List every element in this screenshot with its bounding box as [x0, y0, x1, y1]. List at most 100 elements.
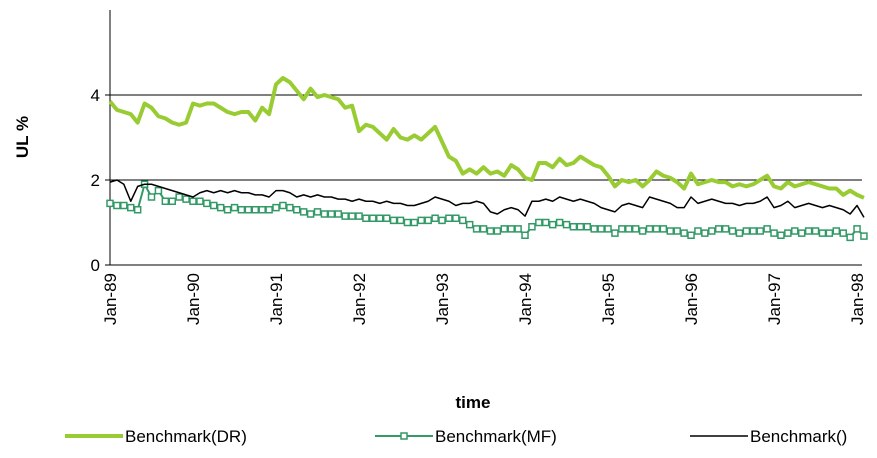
point-marker: [396, 216, 405, 225]
point-marker: [279, 201, 287, 210]
point-marker: [659, 225, 668, 233]
point-marker: [369, 214, 377, 222]
point-marker: [784, 229, 792, 237]
point-marker: [625, 225, 633, 233]
point-marker: [818, 229, 827, 237]
point-marker: [465, 220, 474, 229]
point-marker: [306, 210, 315, 218]
point-marker: [631, 225, 640, 233]
point-marker: [341, 212, 349, 220]
point-marker: [555, 218, 564, 227]
point-marker: [334, 210, 343, 218]
point-marker: [355, 212, 363, 220]
point-marker: [721, 225, 730, 233]
point-marker: [244, 206, 253, 214]
point-marker: [293, 206, 301, 214]
point-marker: [548, 220, 557, 229]
point-marker: [258, 206, 266, 214]
x-tick-label: Jan-96: [682, 273, 701, 325]
point-marker: [452, 214, 460, 222]
point-marker: [804, 227, 813, 235]
x-tick-label: Jan-95: [599, 273, 618, 325]
point-marker: [196, 197, 204, 205]
point-marker: [846, 233, 854, 242]
x-tick-label: Jan-92: [350, 273, 369, 325]
point-marker: [168, 197, 177, 205]
point-marker: [313, 208, 322, 216]
point-marker: [486, 227, 495, 235]
point-marker: [811, 227, 820, 235]
x-tick-label: Jan-97: [765, 273, 784, 325]
point-marker: [154, 186, 163, 195]
point-marker: [735, 229, 744, 237]
point-marker: [320, 210, 329, 218]
point-marker: [120, 201, 128, 210]
point-marker: [528, 223, 536, 231]
point-marker: [445, 214, 453, 222]
point-marker: [604, 225, 612, 233]
point-marker: [611, 229, 619, 237]
point-marker: [472, 225, 481, 233]
legend-marker: [400, 432, 408, 440]
point-marker: [701, 229, 709, 237]
point-marker: [410, 218, 419, 227]
point-marker: [666, 227, 675, 235]
point-marker: [382, 214, 391, 222]
point-marker: [493, 227, 502, 235]
point-marker: [223, 206, 232, 214]
point-marker: [348, 212, 356, 220]
point-marker: [825, 229, 834, 237]
point-marker: [673, 227, 681, 235]
legend-label: Benchmark(DR): [125, 427, 247, 446]
point-marker: [251, 206, 260, 214]
x-tick-label: Jan-94: [516, 273, 535, 325]
point-marker: [147, 193, 156, 201]
point-marker: [770, 229, 778, 237]
point-marker: [376, 214, 384, 222]
point-marker: [189, 197, 197, 205]
point-marker: [216, 203, 225, 212]
point-marker: [797, 229, 806, 237]
point-marker: [230, 203, 239, 212]
point-marker: [182, 195, 190, 203]
point-marker: [749, 227, 758, 235]
point-marker: [542, 218, 550, 227]
point-marker: [479, 225, 488, 233]
point-marker: [431, 214, 439, 222]
point-marker: [728, 227, 737, 235]
point-marker: [106, 199, 114, 208]
point-marker: [583, 223, 592, 231]
point-marker: [113, 201, 121, 210]
point-marker: [161, 197, 170, 205]
x-tick-label: Jan-91: [267, 273, 286, 325]
point-marker: [237, 206, 246, 214]
point-marker: [756, 227, 764, 235]
series-line: [109, 179, 865, 218]
x-tick-label: Jan-93: [433, 273, 452, 325]
point-marker: [777, 231, 785, 239]
point-marker: [286, 203, 294, 212]
point-marker: [362, 214, 370, 222]
x-axis-label: time: [456, 393, 491, 412]
point-marker: [832, 227, 841, 235]
point-marker: [389, 216, 398, 225]
point-marker: [210, 201, 218, 210]
point-marker: [272, 203, 280, 212]
point-marker: [417, 216, 426, 225]
point-marker: [708, 227, 716, 235]
point-marker: [562, 220, 571, 229]
point-marker: [742, 227, 751, 235]
x-tick-label: Jan-90: [184, 273, 203, 325]
point-marker: [714, 225, 723, 233]
point-marker: [638, 227, 647, 235]
point-marker: [680, 229, 688, 237]
series-line: [108, 76, 865, 200]
point-marker: [424, 216, 432, 225]
point-marker: [459, 216, 467, 225]
point-marker: [687, 231, 695, 239]
point-marker: [618, 225, 626, 233]
point-marker: [763, 225, 771, 233]
point-marker: [860, 232, 868, 240]
x-tick-label: Jan-89: [101, 273, 120, 325]
